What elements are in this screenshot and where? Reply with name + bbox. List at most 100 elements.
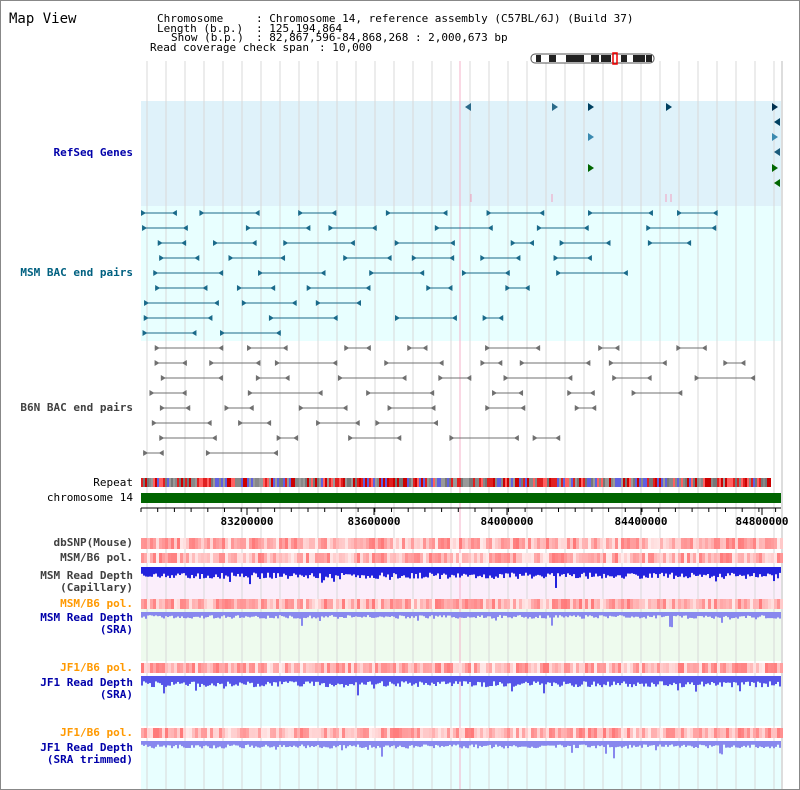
jf1-b6-pol-heat <box>405 663 408 673</box>
repeat-segment <box>179 478 181 487</box>
repeat-segment <box>495 478 497 487</box>
msm-sra-depth-bar <box>567 612 569 618</box>
jf1-b6-pol-heat <box>312 663 315 673</box>
jf1-b6-pol-heat <box>729 663 732 673</box>
dbsnp-heat <box>429 538 432 549</box>
repeat-segment <box>649 478 651 487</box>
jf1-sra-depth-bar <box>397 676 399 684</box>
msm-b6-pol2-heat <box>570 599 573 609</box>
jf1-b6-pol2-heat <box>300 728 303 738</box>
jf1-trim-depth-bar <box>413 741 415 748</box>
msm-b6-pol2-heat <box>261 599 264 609</box>
repeat-segment <box>147 478 149 487</box>
jf1-b6-pol-heat <box>531 663 534 673</box>
dbsnp-heat <box>660 538 663 549</box>
repeat-segment <box>669 478 671 487</box>
dbsnp-heat <box>258 538 261 549</box>
dbsnp-heat <box>423 538 426 549</box>
jf1-b6-pol2-heat <box>270 728 273 738</box>
msm-b6-pol-heat <box>495 553 498 563</box>
msm-sra-depth-bar <box>301 612 303 626</box>
jf1-b6-pol-heat <box>744 663 747 673</box>
msm-cap-depth-bar <box>505 567 507 574</box>
jf1-b6-pol2-heat <box>213 728 216 738</box>
msm-cap-depth-bar <box>711 567 713 577</box>
jf1-b6-pol2-heat <box>342 728 345 738</box>
msm-sra-depth-bar <box>379 612 381 617</box>
msm-sra-depth-bar <box>705 612 707 616</box>
msm-bac-pair-end <box>332 315 338 321</box>
track-label-chromosome[interactable]: chromosome 14 <box>46 491 133 504</box>
jf1-b6-pol-heat <box>519 663 522 673</box>
msm-b6-pol2-heat <box>438 599 441 609</box>
msm-b6-pol2-heat <box>561 599 564 609</box>
dbsnp-heat <box>681 538 684 549</box>
repeat-segment <box>363 478 365 487</box>
msm-sra-depth-bar <box>601 612 603 616</box>
jf1-b6-pol-heat <box>294 663 297 673</box>
jf1-b6-pol-heat <box>180 663 183 673</box>
msm-b6-pol-heat <box>450 553 453 563</box>
b6n-bac-pair-end <box>255 375 261 381</box>
track-label-msm-read-depth-cap[interactable]: MSM Read Depth (Capillary) <box>40 569 133 594</box>
msm-b6-pol-heat <box>684 553 687 563</box>
jf1-b6-pol-heat <box>708 663 711 673</box>
jf1-b6-pol-heat <box>222 663 225 673</box>
msm-b6-pol-heat <box>429 553 432 563</box>
track-label-jf1-read-depth-sra[interactable]: JF1 Read Depth (SRA) <box>40 676 133 701</box>
track-label-b6n-bac[interactable]: B6N BAC end pairs <box>20 401 133 414</box>
b6n-bac-pair-end <box>298 405 304 411</box>
jf1-b6-pol2-heat <box>534 728 537 738</box>
msm-cap-depth-bar <box>271 567 273 579</box>
track-label-jf1-b6-pol-2[interactable]: JF1/B6 pol. <box>60 726 133 739</box>
msm-sra-depth-bar <box>777 612 779 618</box>
msm-cap-depth-bar <box>275 567 277 579</box>
track-label-jf1-b6-pol-1[interactable]: JF1/B6 pol. <box>60 661 133 674</box>
jf1-b6-pol-heat <box>198 663 201 673</box>
b6n-bac-pair-end <box>158 450 164 456</box>
jf1-sra-depth-bar <box>185 676 187 685</box>
dbsnp-heat <box>459 538 462 549</box>
jf1-b6-pol2-heat <box>372 728 375 738</box>
msm-sra-depth-bar <box>289 612 291 616</box>
track-label-msm-b6-pol-1[interactable]: MSM/B6 pol. <box>60 551 133 564</box>
b6n-bac-pair-end <box>585 360 591 366</box>
jf1-sra-depth-bar <box>343 676 345 688</box>
msm-cap-depth-bar <box>749 567 751 577</box>
jf1-trim-depth-bar <box>381 741 383 757</box>
track-label-jf1-read-depth-trim[interactable]: JF1 Read Depth (SRA trimmed) <box>40 741 133 766</box>
track-label-dbsnp[interactable]: dbSNP(Mouse) <box>53 536 133 549</box>
msm-cap-depth-bar <box>659 567 661 574</box>
msm-bac-pair-end <box>556 270 562 276</box>
jf1-sra-depth-bar <box>551 676 553 687</box>
msm-cap-depth-bar <box>197 567 199 574</box>
msm-bac-pair-end <box>143 315 149 321</box>
msm-b6-pol-heat <box>603 553 606 563</box>
dbsnp-heat <box>735 538 738 549</box>
jf1-b6-pol2-heat <box>603 728 606 738</box>
jf1-trim-depth-bar <box>173 741 175 747</box>
track-label-refseq[interactable]: RefSeq Genes <box>53 146 133 159</box>
msm-sra-depth-bar <box>169 612 171 617</box>
msm-bac-pair-end <box>220 330 226 336</box>
msm-sra-depth-bar <box>189 612 191 619</box>
track-label-msm-b6-pol-2[interactable]: MSM/B6 pol. <box>60 597 133 610</box>
jf1-trim-depth-bar <box>399 741 401 746</box>
dbsnp-heat <box>504 538 507 549</box>
b6n-bac-pair-end <box>154 345 160 351</box>
repeat-segment <box>617 478 619 487</box>
msm-b6-pol-heat <box>771 553 774 563</box>
msm-bac-pair-end <box>199 210 205 216</box>
jf1-trim-depth-bar <box>333 741 335 746</box>
msm-sra-depth-bar <box>741 612 743 617</box>
track-label-msm-read-depth-sra[interactable]: MSM Read Depth (SRA) <box>40 611 133 636</box>
track-label-repeat[interactable]: Repeat <box>93 476 133 489</box>
msm-cap-depth-bar <box>625 567 627 577</box>
track-label-msm-bac[interactable]: MSM BAC end pairs <box>20 266 133 279</box>
msm-b6-pol2-heat <box>627 599 630 609</box>
msm-b6-pol-heat <box>726 553 729 563</box>
repeat-segment <box>399 478 401 487</box>
msm-bac-pair-end <box>202 285 208 291</box>
repeat-segment <box>435 478 437 487</box>
